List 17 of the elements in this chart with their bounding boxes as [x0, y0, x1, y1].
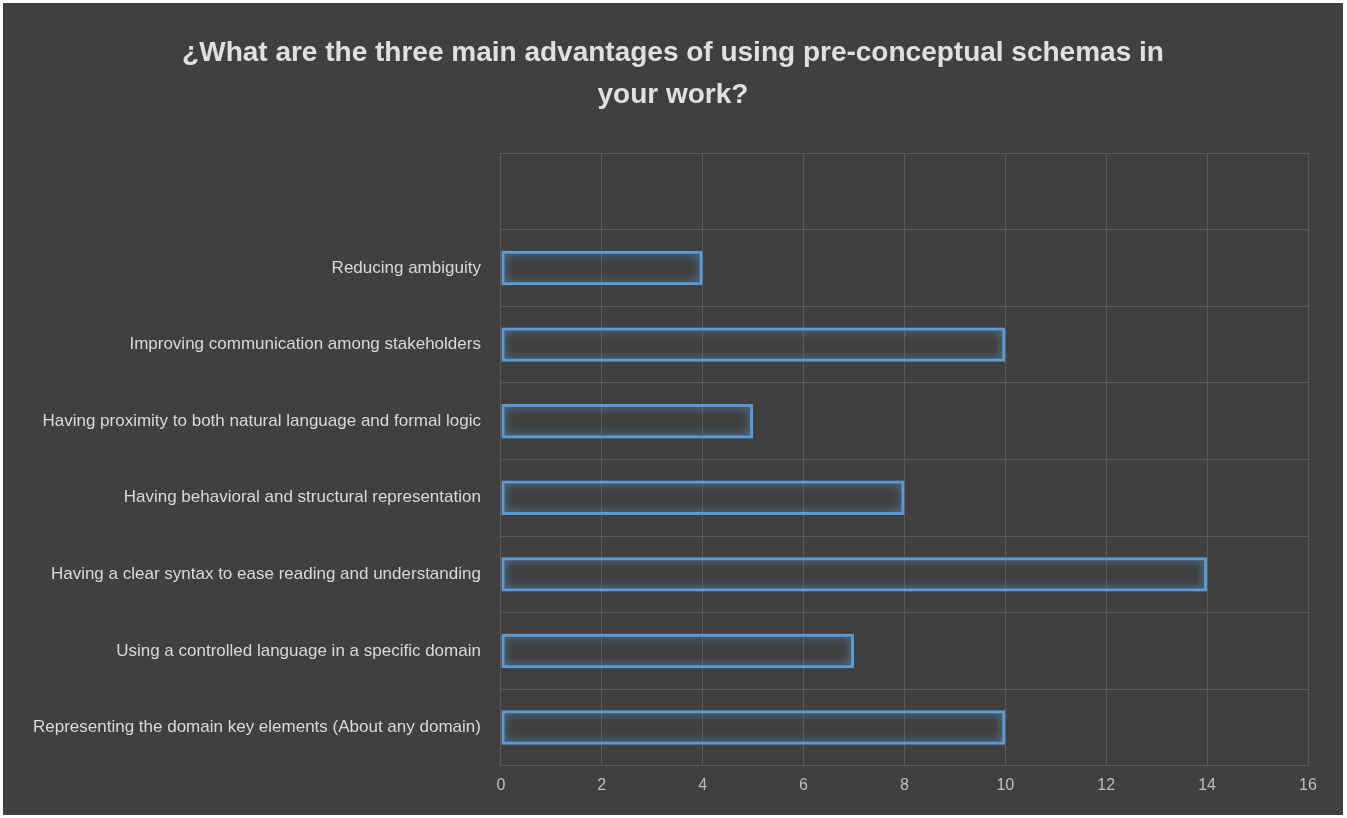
x-tick-label: 4 [698, 775, 708, 793]
x-tick-label: 0 [496, 775, 506, 793]
y-tick-label: Representing the domain key elements (About any domain) [33, 717, 481, 737]
x-tick-label: 2 [597, 775, 607, 793]
y-tick-label: Having proximity to both natural language and formal logic [42, 410, 482, 430]
y-tick-label: Using a controlled language in a specific domain [116, 640, 481, 660]
y-tick-label: Having behavioral and structural representation [123, 487, 481, 507]
y-tick-label: Improving communication among stakeholders [129, 334, 481, 354]
chart-title: ¿What are the three main advantages of using pre-conceptual schemas in your work? [181, 35, 1165, 111]
x-tick-label: 10 [996, 775, 1015, 793]
x-tick-label: 12 [1097, 775, 1116, 793]
x-tick-label: 16 [1299, 775, 1317, 793]
x-tick-label: 8 [900, 775, 910, 793]
y-tick-label: Reducing ambiguity [331, 257, 482, 277]
y-tick-label: Having a clear syntax to ease reading and understanding [50, 564, 481, 584]
x-tick-label: 14 [1198, 775, 1217, 793]
x-tick-label: 6 [799, 775, 809, 793]
